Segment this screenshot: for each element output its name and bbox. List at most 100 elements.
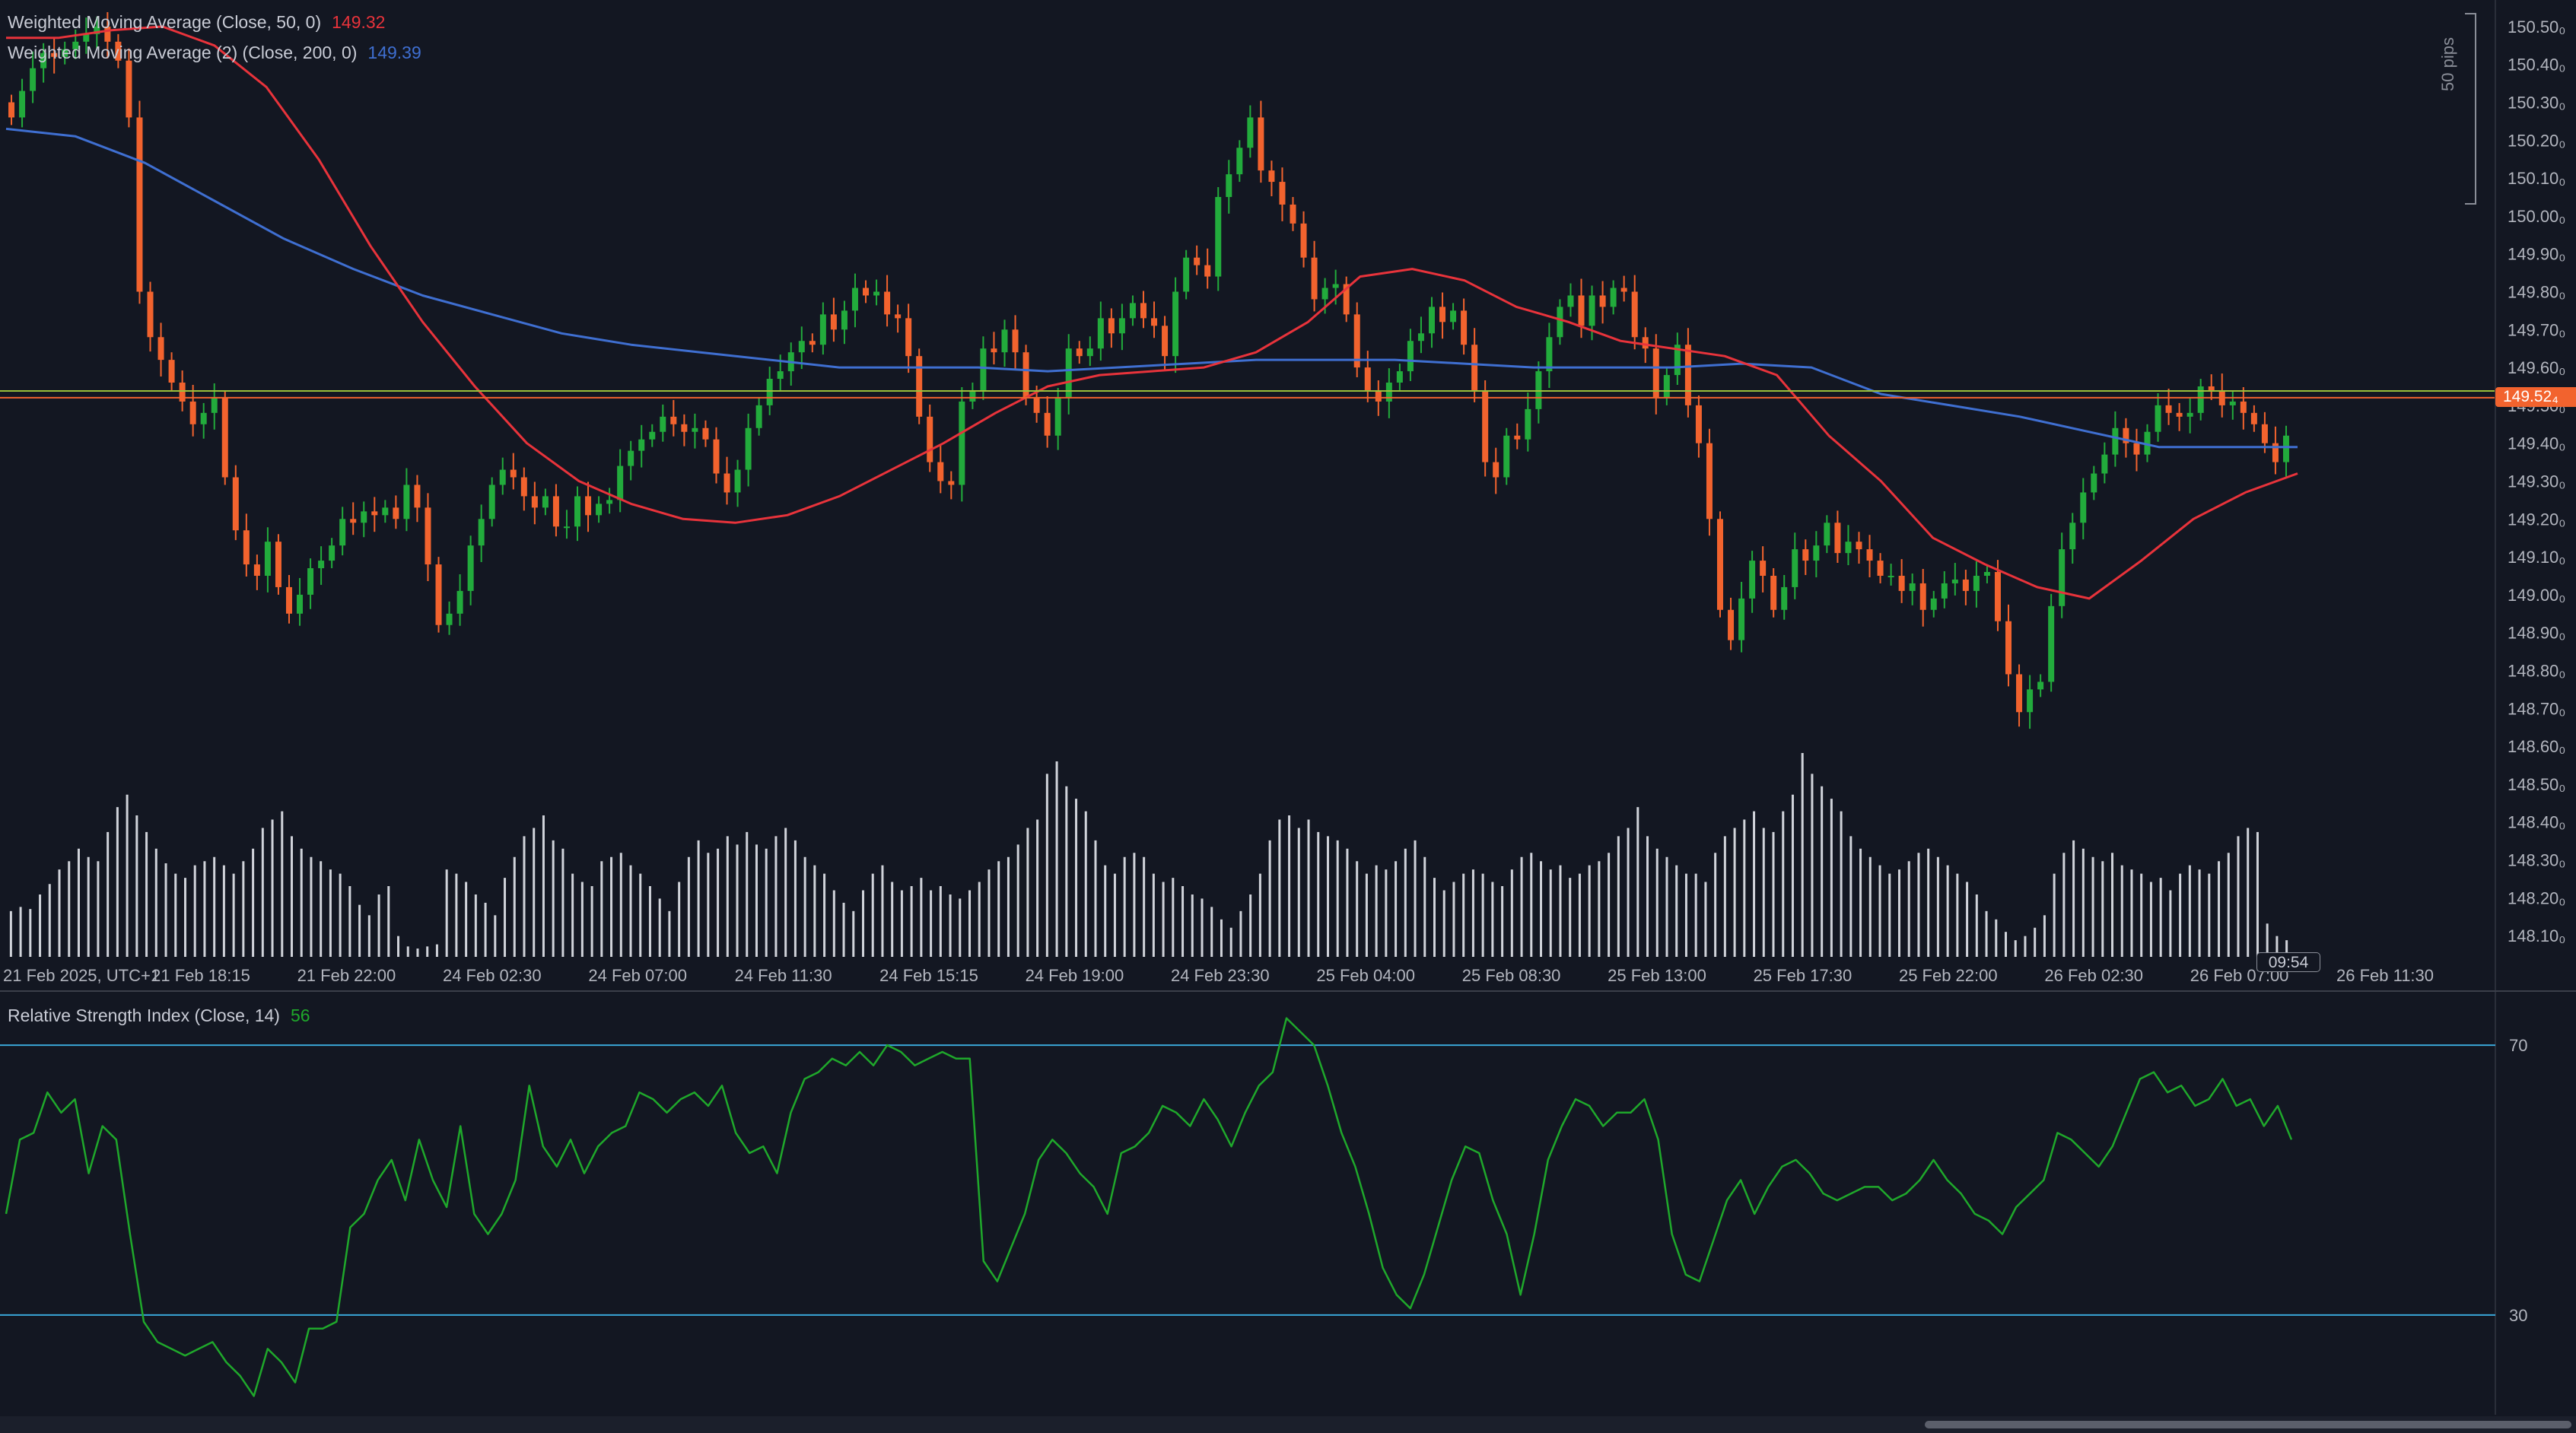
candle-body xyxy=(2133,443,2140,455)
candle-body xyxy=(1461,310,1468,345)
price-tick-label: 148.20₀ xyxy=(2508,888,2565,907)
candle-body xyxy=(596,504,603,516)
candle-body xyxy=(350,519,357,523)
candle-body xyxy=(1183,257,1190,292)
wma50-line xyxy=(6,25,2298,600)
time-tick-label: 25 Feb 04:00 xyxy=(1316,966,1415,985)
candle-body xyxy=(1375,389,1382,402)
rsi-legend-value: 56 xyxy=(290,1006,310,1025)
candle-body xyxy=(809,341,816,345)
candle-body xyxy=(1525,408,1531,440)
candle-body xyxy=(2282,435,2289,462)
candle-body xyxy=(649,431,656,440)
scrollbar-thumb[interactable] xyxy=(1925,1421,2571,1428)
wma50-legend-value: 149.32 xyxy=(332,12,386,32)
candle-body xyxy=(1749,561,1756,599)
candle-body xyxy=(1001,329,1008,353)
candle-body xyxy=(1802,549,1809,561)
candle-body xyxy=(766,379,773,405)
candle-body xyxy=(1482,389,1489,462)
candle-body xyxy=(2229,401,2236,405)
candle-body xyxy=(1973,575,1980,591)
candle-body xyxy=(702,427,709,440)
candle-body xyxy=(1610,288,1617,307)
candle-body xyxy=(2176,412,2183,417)
candle-body xyxy=(863,288,870,296)
candle-body xyxy=(83,33,90,42)
time-tick-label: 24 Feb 15:15 xyxy=(879,966,978,985)
candle-body xyxy=(1321,288,1328,300)
candle-body xyxy=(1044,412,1051,436)
candle-body xyxy=(1343,284,1350,315)
candle-body xyxy=(1642,337,1649,349)
candle-body xyxy=(147,291,154,338)
candle-body xyxy=(2261,424,2268,443)
candle-body xyxy=(157,337,164,361)
wma200-polyline xyxy=(5,127,2298,449)
candle-body xyxy=(393,507,399,520)
candle-body xyxy=(574,496,580,527)
wma200-legend[interactable]: Weighted Moving Average (2) (Close, 200,… xyxy=(8,43,421,63)
candle-body xyxy=(1792,549,1798,587)
time-tick-label: 24 Feb 11:30 xyxy=(735,966,832,985)
candle-body xyxy=(1813,545,1820,561)
price-tick-label: 150.50₀ xyxy=(2508,17,2565,37)
candle-body xyxy=(1951,579,1958,583)
candle-body xyxy=(2165,405,2172,413)
candle-body xyxy=(2240,401,2247,413)
candle-body xyxy=(1717,519,1723,610)
volume-bars xyxy=(9,753,2288,957)
candle-body xyxy=(660,416,666,432)
rsi-legend[interactable]: Relative Strength Index (Close, 14) 56 xyxy=(8,1006,310,1026)
time-axis[interactable]: 21 Feb 2025, UTC+121 Feb 18:15 21 Feb 22:… xyxy=(0,966,2576,992)
candle-body xyxy=(1909,583,1916,591)
candles xyxy=(8,11,2289,729)
candle-body xyxy=(542,496,549,508)
wma200-line xyxy=(5,127,2298,449)
price-tick-label: 150.00₀ xyxy=(2508,207,2565,226)
candle-body xyxy=(873,291,880,296)
time-tick-label: 25 Feb 17:30 xyxy=(1754,966,1852,985)
candle-body xyxy=(2005,621,2012,675)
candle-body xyxy=(1856,542,1862,550)
price-tick-label: 148.60₀ xyxy=(2508,737,2565,756)
rsi-polyline xyxy=(5,1017,2293,1397)
price-axis[interactable]: 150.50₀ 150.40₀ 150.30₀ 150.20₀ 150.10₀ 150.0… xyxy=(2495,0,2565,1415)
pips-ruler xyxy=(2465,13,2476,205)
current-price-tag: 149.52₄ xyxy=(2495,387,2576,407)
candle-body xyxy=(1845,542,1852,554)
price-tick-label: 149.20₀ xyxy=(2508,510,2565,529)
candle-body xyxy=(189,401,196,424)
candle-body xyxy=(1493,462,1499,478)
candle-body xyxy=(798,341,805,353)
candle-body xyxy=(72,41,79,49)
candle-body xyxy=(275,542,281,587)
candle-body xyxy=(1236,148,1243,175)
candle-body xyxy=(243,530,250,565)
candle-body xyxy=(531,496,538,508)
candle-body xyxy=(1877,561,1884,576)
candle-body xyxy=(2048,605,2055,682)
price-tick-label: 150.30₀ xyxy=(2508,93,2565,112)
price-tick-label: 148.30₀ xyxy=(2508,850,2565,869)
candle-body xyxy=(1033,397,1040,413)
candle-body xyxy=(916,356,923,417)
candle-body xyxy=(285,586,292,614)
candle-body xyxy=(2155,405,2161,432)
candle-body xyxy=(2027,689,2034,713)
candle-body xyxy=(1151,318,1158,326)
candle-body xyxy=(1781,586,1788,610)
wma50-legend[interactable]: Weighted Moving Average (Close, 50, 0) 14… xyxy=(8,12,385,33)
candle-body xyxy=(371,511,378,516)
candle-body xyxy=(2197,386,2204,413)
candle-body xyxy=(959,401,965,485)
price-tick-label: 149.60₀ xyxy=(2508,358,2565,377)
horizontal-scrollbar[interactable] xyxy=(0,1416,2576,1433)
candle-body xyxy=(51,52,58,57)
candle-body xyxy=(339,519,346,546)
candle-body xyxy=(1770,575,1777,610)
time-tick-label: 25 Feb 13:00 xyxy=(1608,966,1706,985)
candle-body xyxy=(1385,383,1392,402)
candle-body xyxy=(1290,204,1296,224)
